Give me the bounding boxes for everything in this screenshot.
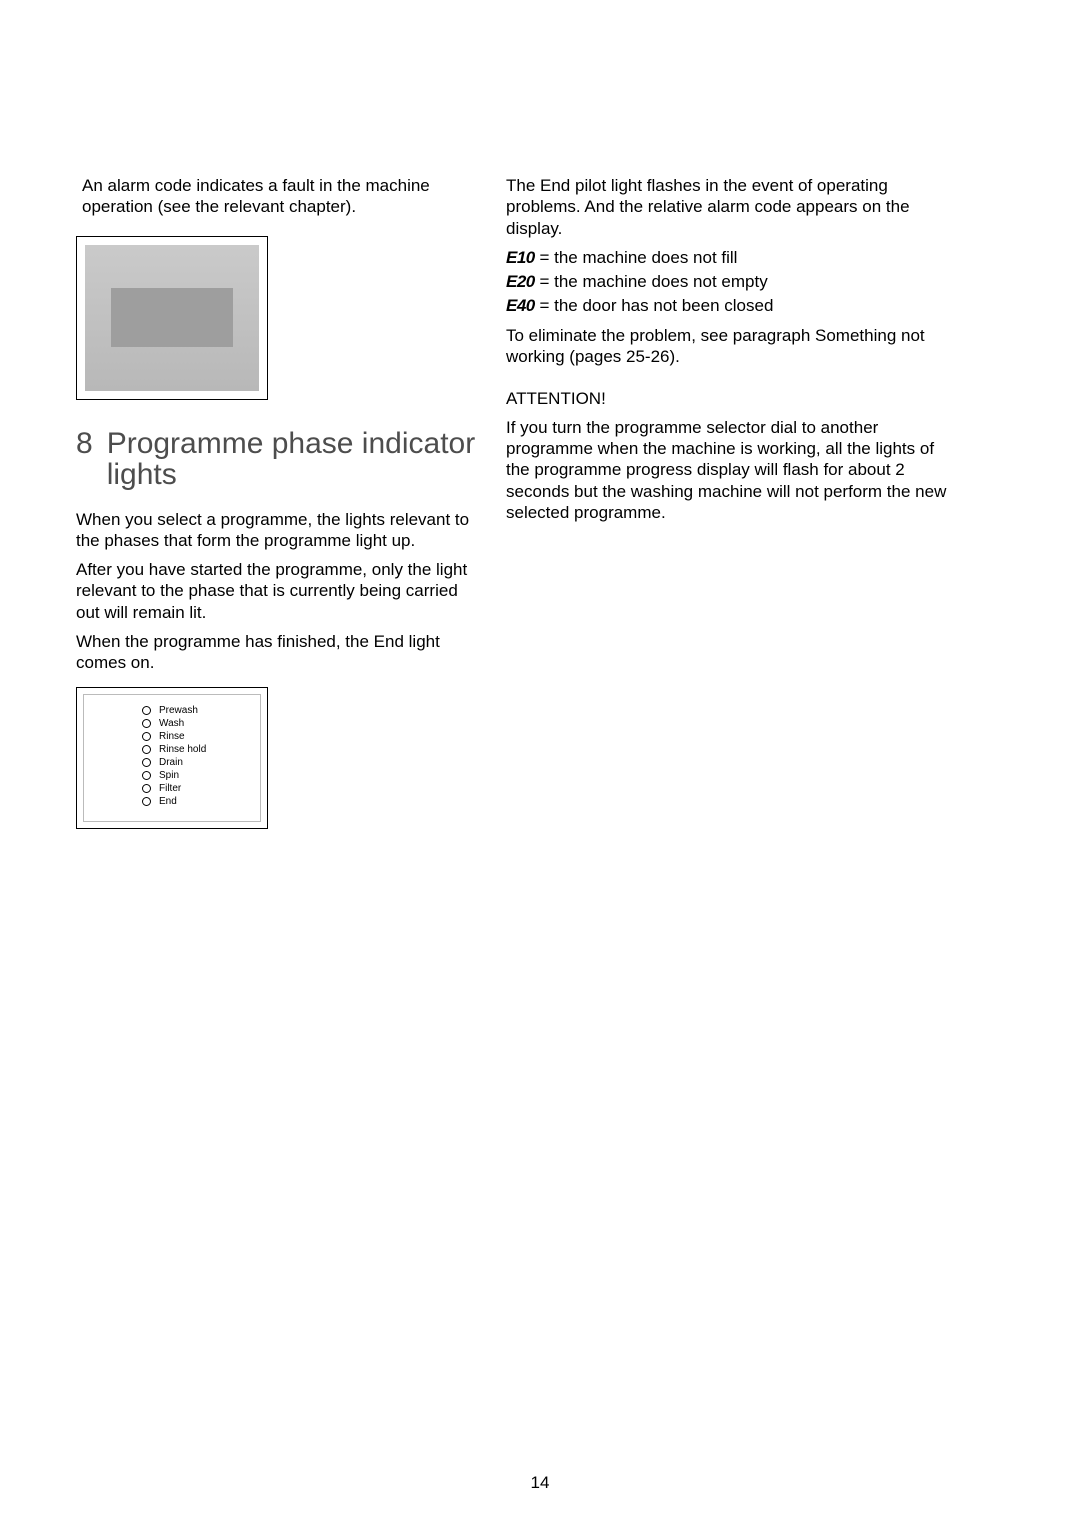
led-label: Filter <box>159 783 181 794</box>
led-label: Rinse hold <box>159 744 206 755</box>
display-figure <box>76 236 268 400</box>
lights-figure: Prewash Wash Rinse Rinse hold Drain Spin… <box>76 687 268 829</box>
led-label: Rinse <box>159 731 185 742</box>
led-label: Wash <box>159 718 184 729</box>
section-title: Programme phase indicator lights <box>107 428 476 491</box>
attention-label: ATTENTION! <box>506 388 951 409</box>
error-desc: = the machine does not fill <box>535 248 738 267</box>
lights-figure-inner: Prewash Wash Rinse Rinse hold Drain Spin… <box>83 694 261 822</box>
led-icon <box>142 745 151 754</box>
led-icon <box>142 732 151 741</box>
error-desc: = the door has not been closed <box>535 296 774 315</box>
light-row: Drain <box>142 757 248 768</box>
section-para-2: After you have started the programme, on… <box>76 559 476 623</box>
section-para-3b: End <box>374 632 404 651</box>
left-column: An alarm code indicates a fault in the m… <box>76 175 476 829</box>
attention-body: If you turn the programme selector dial … <box>506 417 951 523</box>
error-line: E20 = the machine does not empty <box>506 271 951 293</box>
display-figure-panel <box>111 288 233 346</box>
error-code: E20 <box>506 272 535 291</box>
led-label: Spin <box>159 770 179 781</box>
error-code: E10 <box>506 248 535 267</box>
light-row: Wash <box>142 718 248 729</box>
led-icon <box>142 706 151 715</box>
light-row: Rinse hold <box>142 744 248 755</box>
light-row: Prewash <box>142 705 248 716</box>
section-heading: 8 Programme phase indicator lights <box>76 428 476 491</box>
light-row: End <box>142 796 248 807</box>
light-row: Rinse <box>142 731 248 742</box>
led-label: Drain <box>159 757 183 768</box>
manual-page: An alarm code indicates a fault in the m… <box>0 0 1080 1527</box>
alarm-intro-text: An alarm code indicates a fault in the m… <box>76 175 476 218</box>
error-code: E40 <box>506 296 535 315</box>
section-para-3a: When the programme has finished, the <box>76 632 374 651</box>
led-icon <box>142 797 151 806</box>
section-para-3: When the programme has finished, the End… <box>76 631 476 674</box>
led-icon <box>142 784 151 793</box>
led-icon <box>142 719 151 728</box>
error-line: E10 = the machine does not fill <box>506 247 951 269</box>
right-para-2: To eliminate the problem, see paragraph … <box>506 325 951 368</box>
section-number: 8 <box>76 428 93 491</box>
led-label: Prewash <box>159 705 198 716</box>
right-para-1: The End pilot light flashes in the event… <box>506 175 951 239</box>
right-column: The End pilot light flashes in the event… <box>506 175 951 829</box>
led-label: End <box>159 796 177 807</box>
error-line: E40 = the door has not been closed <box>506 295 951 317</box>
light-row: Spin <box>142 770 248 781</box>
led-icon <box>142 771 151 780</box>
page-number: 14 <box>0 1473 1080 1493</box>
two-column-layout: An alarm code indicates a fault in the m… <box>76 175 1016 829</box>
light-row: Filter <box>142 783 248 794</box>
section-para-1: When you select a programme, the lights … <box>76 509 476 552</box>
error-desc: = the machine does not empty <box>535 272 768 291</box>
display-figure-screen <box>85 245 259 391</box>
led-icon <box>142 758 151 767</box>
